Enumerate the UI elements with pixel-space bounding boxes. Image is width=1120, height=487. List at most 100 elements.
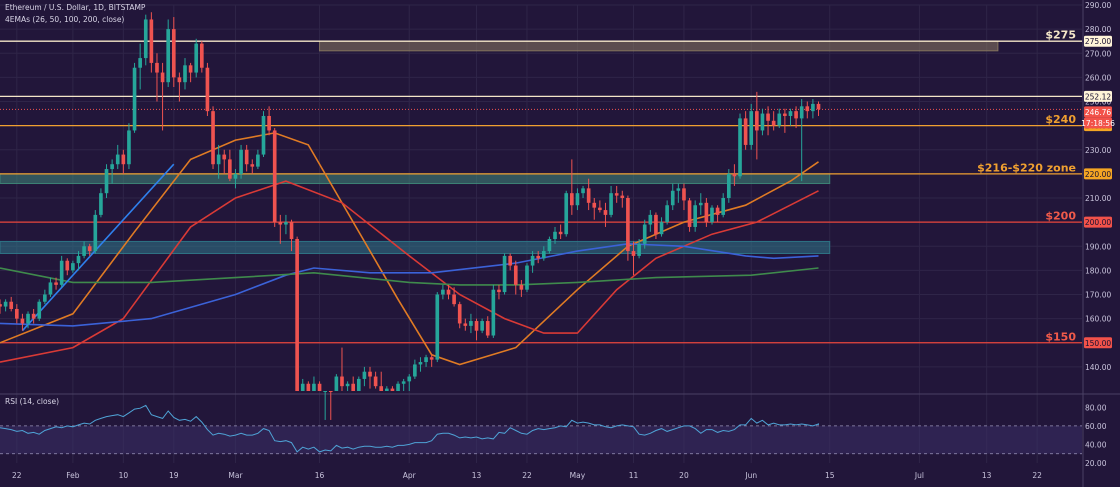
candle-body: [373, 376, 378, 387]
candle-body: [149, 19, 154, 63]
time-tick-label: Jul: [914, 471, 924, 480]
candle-body: [491, 289, 496, 336]
candle-body: [244, 149, 249, 165]
candle-body: [188, 65, 193, 73]
level-annotation: $275: [1045, 29, 1076, 42]
candle-body: [115, 154, 120, 165]
candle-body: [211, 111, 215, 165]
current-price-text: 246.76: [1085, 108, 1111, 117]
candle-body: [65, 260, 70, 271]
candle-body: [665, 205, 669, 223]
candle-body: [289, 222, 294, 240]
candle-body: [620, 195, 625, 198]
price-tick-label: 170.00: [1085, 291, 1111, 300]
price-tick-label: 280.00: [1085, 25, 1111, 34]
price-tag-text: 252.12: [1085, 92, 1111, 101]
candle-body: [278, 222, 283, 225]
time-tick-label: Apr: [403, 471, 417, 480]
candle-body: [14, 308, 19, 319]
candle-body: [570, 193, 574, 206]
candle-body: [519, 284, 524, 290]
candle-body: [87, 246, 92, 252]
candle-body: [71, 263, 75, 271]
price-tag-box: [1084, 168, 1112, 180]
candle-body: [435, 294, 440, 360]
candle-body: [351, 383, 356, 391]
candle-body: [682, 188, 686, 201]
symbol-title[interactable]: Ethereum / U.S. Dollar, 1D, BITSTAMP: [5, 3, 146, 12]
candle-body: [110, 164, 114, 170]
candle-body: [564, 193, 569, 235]
candle-body: [99, 193, 103, 215]
candle-body: [216, 154, 221, 165]
level-annotation: $240: [1045, 113, 1076, 126]
price-tag-box: [1084, 90, 1112, 102]
candle-body: [312, 383, 316, 391]
candle-body: [368, 371, 372, 377]
level-annotation: $216-$220 zone: [977, 161, 1076, 174]
candle-body: [82, 246, 86, 256]
zone-box: [0, 173, 831, 185]
candle-body: [177, 77, 182, 83]
candle-body: [497, 289, 501, 293]
candle-body: [43, 294, 47, 302]
candle-body: [799, 106, 804, 119]
candle-body: [811, 103, 815, 112]
candle-body: [760, 113, 765, 131]
candle-body: [267, 115, 271, 131]
price-tag-box: [1084, 216, 1112, 228]
candle-body: [340, 376, 344, 387]
candle-body: [670, 190, 675, 206]
candle-body: [508, 255, 512, 266]
candle-body: [766, 113, 770, 121]
candle-body: [581, 188, 585, 194]
candle-body: [127, 130, 131, 165]
zone-box: [319, 40, 999, 52]
price-tick-label: 210.00: [1085, 194, 1111, 203]
candle-body: [385, 388, 389, 391]
candle-body: [183, 65, 187, 83]
price-tick-label: 230.00: [1085, 146, 1111, 155]
candle-body: [418, 362, 423, 365]
candle-body: [171, 29, 176, 78]
candle-body: [76, 255, 81, 264]
rsi-legend[interactable]: RSI (14, close): [5, 397, 60, 406]
candle-body: [222, 154, 227, 160]
candle-body: [441, 289, 445, 295]
candle-body: [143, 19, 148, 59]
time-axis[interactable]: 22 Feb 10 19 Mar 16 Apr 13 22 May 11 20 Jun 15 Jul 13 22: [12, 471, 1042, 480]
candle-body: [721, 198, 726, 215]
candle-body: [250, 164, 255, 167]
candle-body: [738, 118, 742, 177]
candle-body: [272, 130, 277, 223]
candle-body: [3, 301, 8, 307]
time-tick-label: 19: [169, 471, 179, 480]
candle-body: [160, 72, 165, 83]
candle-body: [323, 391, 327, 392]
trendline-segment: [21, 163, 175, 332]
candle-body: [463, 323, 468, 326]
candle-body: [424, 357, 428, 363]
price-tick-label: 290.00: [1085, 1, 1111, 10]
time-tick-label: 10: [119, 471, 129, 480]
time-tick-label: 20: [679, 471, 689, 480]
candle-body: [233, 173, 238, 179]
candle-body: [396, 383, 400, 391]
candle-body: [345, 383, 350, 387]
price-tick-label: 270.00: [1085, 49, 1111, 58]
candle-body: [687, 200, 692, 227]
candle-body: [558, 231, 563, 235]
candle-body: [59, 260, 64, 285]
ema-line: [0, 267, 819, 286]
candle-body: [37, 301, 42, 319]
candle-body: [654, 214, 658, 235]
candle-body: [710, 207, 714, 223]
indicator-legend[interactable]: 4EMAs (26, 50, 100, 200, close): [5, 15, 125, 24]
candle-body: [755, 111, 759, 131]
candle-body: [777, 113, 782, 126]
candle-body: [614, 193, 619, 196]
rsi-tick-label: 60.00: [1085, 422, 1107, 431]
price-axis[interactable]: 140.00 160.00 170.00 180.00 190.00 210.00 230.…: [1082, 0, 1111, 487]
candle-body: [0, 304, 2, 307]
